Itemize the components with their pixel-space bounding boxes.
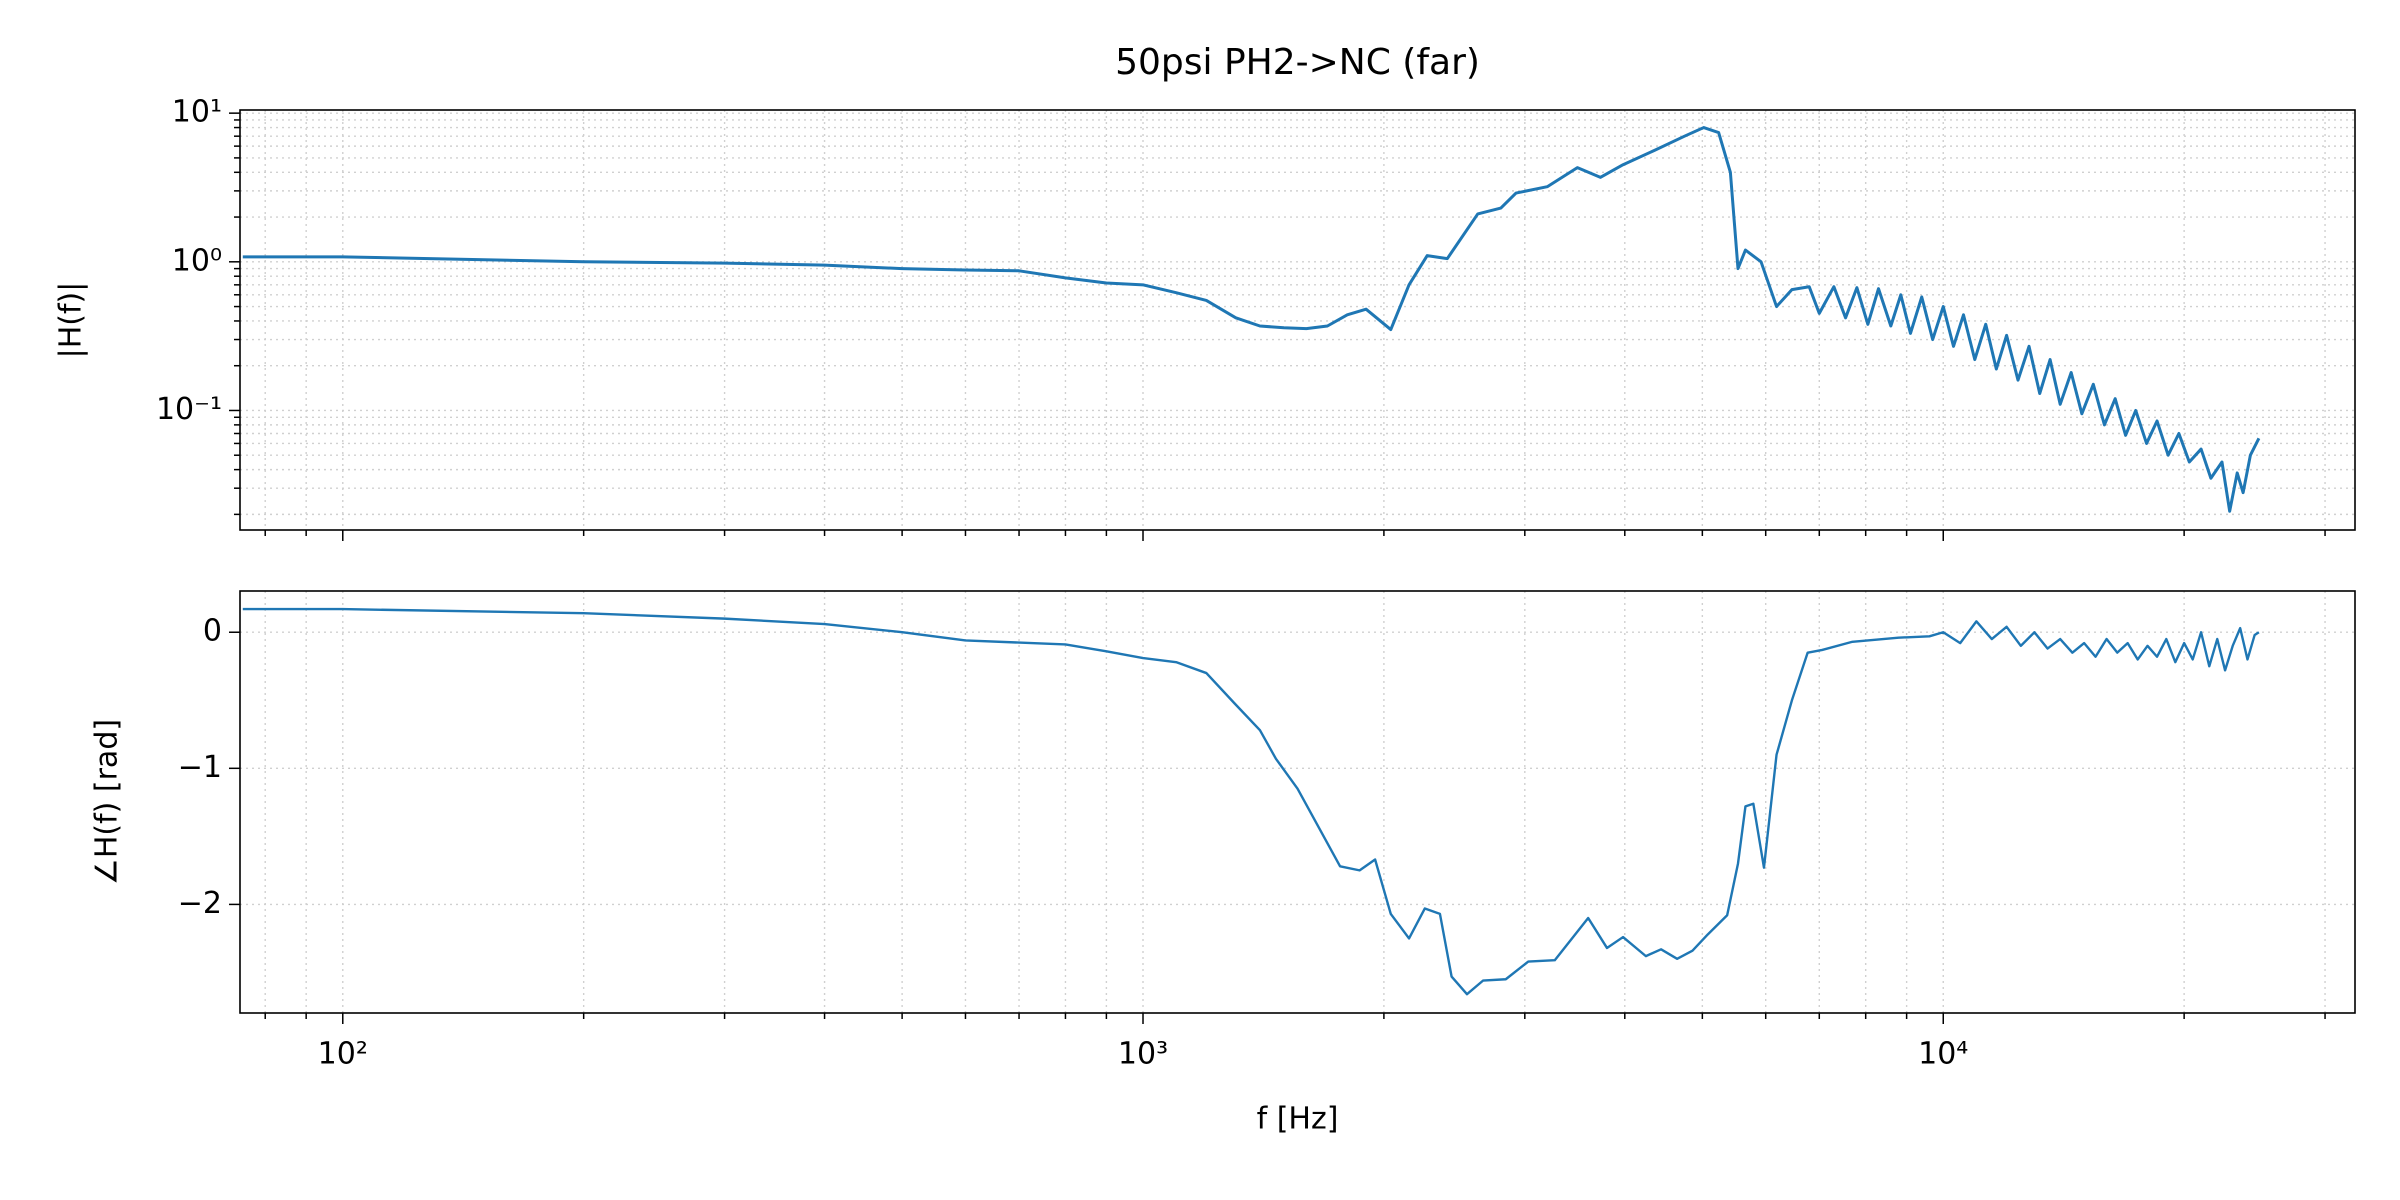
axes-frame — [239, 590, 2356, 1014]
y-tick-label: 10⁻¹ — [156, 392, 222, 427]
axes-frame — [239, 109, 2356, 531]
panel: ∠H(f) [rad] f [Hz] 10² 10³ 10⁴ 0 −1 −2 — [90, 590, 2356, 1137]
y-tick-label: 10⁰ — [172, 243, 222, 278]
chart-title: 50psi PH2->NC (far) — [1115, 42, 1480, 83]
y-tick-label: −2 — [178, 886, 222, 921]
x-tick-label: 10³ — [1118, 1037, 1168, 1072]
panel: 50psi PH2->NC (far) |H(f)| 10¹ 10⁰ 10⁻¹ — [54, 42, 2356, 541]
data-line — [242, 607, 2260, 996]
x-axis-label: f [Hz] — [1257, 1102, 1339, 1137]
y-tick-label: −1 — [178, 750, 222, 785]
x-tick-label: 10² — [318, 1037, 368, 1072]
y-axis-label: ∠H(f) [rad] — [90, 719, 125, 885]
y-axis-label: |H(f)| — [54, 282, 89, 359]
x-tick-label: 10⁴ — [1918, 1037, 1968, 1072]
data-line — [242, 126, 2261, 513]
y-tick-label: 10¹ — [172, 95, 222, 130]
y-tick-label: 0 — [203, 614, 222, 649]
